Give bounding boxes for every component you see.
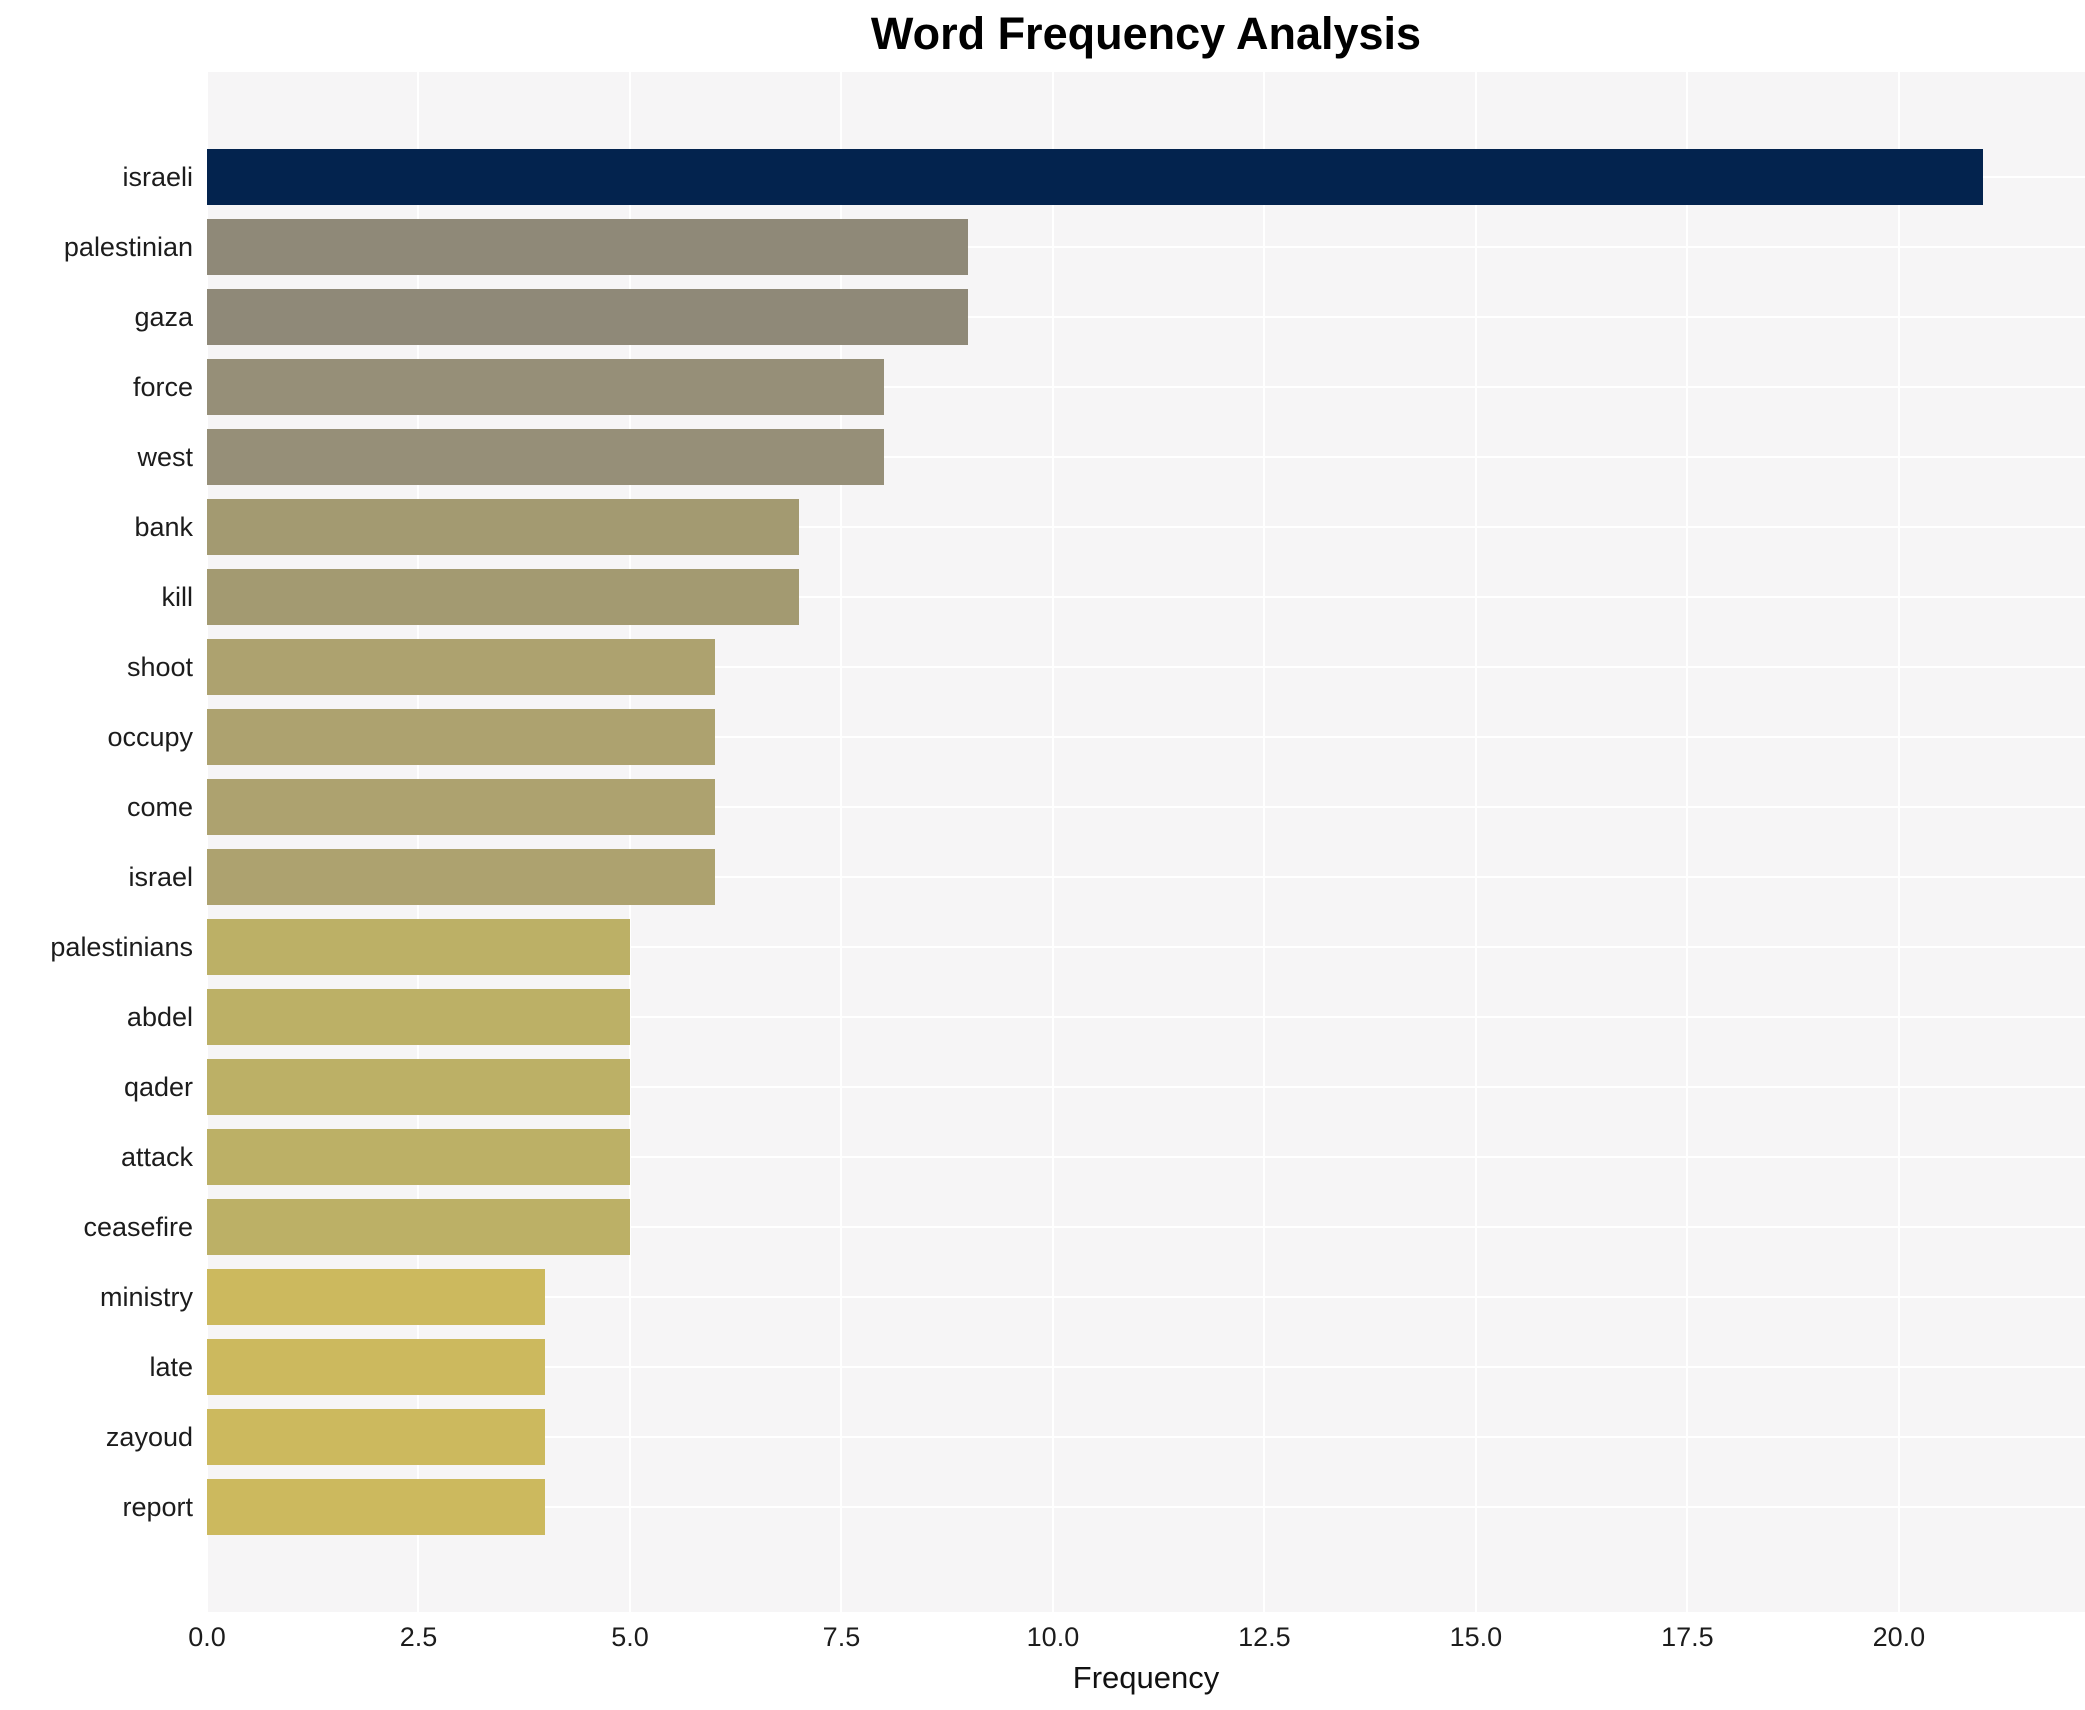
gridline-vertical [1474,72,1477,1612]
bar-attack [207,1129,630,1185]
y-tick-label: qader [123,1072,193,1102]
bar-shoot [207,639,715,695]
bar-occupy [207,709,715,765]
bar-gaza [207,289,969,345]
gridline-horizontal [207,1086,2085,1088]
y-tick-label: report [122,1492,193,1522]
gridline-horizontal [207,1226,2085,1228]
bar-qader [207,1059,630,1115]
gridline-vertical [1686,72,1689,1612]
gridline-horizontal [207,1296,2085,1298]
x-tick-label: 20.0 [1872,1622,1926,1652]
y-tick-label: west [137,442,193,472]
bar-palestinians [207,919,630,975]
gridline-horizontal [207,1016,2085,1018]
gridline-horizontal [207,1436,2085,1438]
bar-report [207,1479,546,1535]
bar-ceasefire [207,1199,630,1255]
y-tick-label: ministry [100,1282,193,1312]
y-tick-label: zayoud [105,1422,193,1452]
gridline-horizontal [207,806,2085,808]
bar-zayoud [207,1409,546,1465]
bar-bank [207,499,800,555]
x-tick-label: 12.5 [1238,1622,1291,1652]
y-tick-label: israel [128,862,193,892]
gridline-horizontal [207,736,2085,738]
plot-area [206,72,2085,1612]
gridline-horizontal [207,386,2085,388]
gridline-horizontal [207,526,2085,528]
y-tick-label: palestinian [63,232,193,262]
gridline-horizontal [207,456,2085,458]
y-tick-label: bank [134,512,193,542]
gridline-horizontal [207,1366,2085,1368]
gridline-horizontal [207,1156,2085,1158]
gridline-vertical [417,72,420,1612]
gridline-vertical [628,72,631,1612]
y-tick-label: kill [161,582,194,612]
gridline-horizontal [207,316,2085,318]
y-tick-label: shoot [126,652,193,682]
gridline-horizontal [207,666,2085,668]
gridline-horizontal [207,596,2085,598]
x-tick-label: 5.0 [611,1622,649,1652]
bar-force [207,359,884,415]
y-tick-label: attack [120,1142,193,1172]
y-tick-label: palestinians [50,932,193,962]
gridline-vertical [840,72,843,1612]
x-tick-label: 15.0 [1449,1622,1503,1652]
bar-kill [207,569,800,625]
gridline-vertical [1051,72,1054,1612]
x-tick-label: 10.0 [1026,1622,1080,1652]
gridline-vertical [206,72,208,1612]
y-tick-label: ceasefire [83,1212,193,1242]
gridline-horizontal [207,246,2085,248]
gridline-vertical [1263,72,1266,1612]
x-tick-label: 7.5 [822,1622,861,1652]
y-tick-label: occupy [107,722,193,752]
chart-title: Word Frequency Analysis [870,8,1422,59]
bar-israel [207,849,715,905]
x-tick-label: 0.0 [188,1622,226,1652]
bar-late [207,1339,546,1395]
x-axis-label: Frequency [1072,1660,1220,1695]
y-tick-label: force [132,372,193,402]
x-tick-label: 2.5 [399,1622,438,1652]
bar-come [207,779,715,835]
gridline-horizontal [207,1506,2085,1508]
gridline-horizontal [207,946,2085,948]
bar-ministry [207,1269,546,1325]
y-tick-label: late [149,1352,193,1382]
gridline-vertical [1897,72,1900,1612]
bar-israeli [207,149,1984,205]
y-tick-label: abdel [126,1002,193,1032]
gridline-horizontal [207,876,2085,878]
y-tick-label: come [126,792,193,822]
y-tick-label: israeli [122,162,193,192]
y-tick-label: gaza [134,302,193,332]
bar-abdel [207,989,630,1045]
bar-palestinian [207,219,969,275]
x-tick-label: 17.5 [1661,1622,1714,1652]
bar-west [207,429,884,485]
